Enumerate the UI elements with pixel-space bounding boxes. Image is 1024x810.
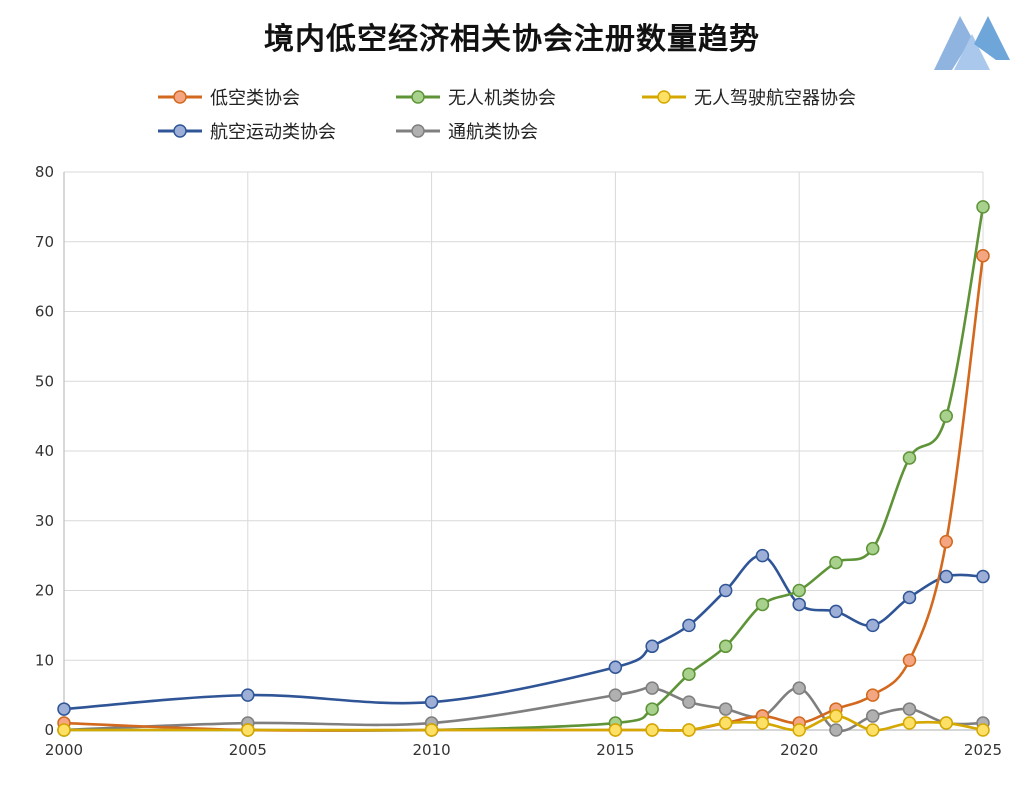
data-point-s1-2024 [939, 409, 953, 423]
legend-label-low-altitude: 低空类协会 [210, 88, 300, 109]
data-point-s3-2015 [608, 660, 623, 674]
data-point-s3-2016 [645, 639, 659, 654]
y-tick-label-70: 70 [35, 233, 54, 251]
x-tick-label-2000: 2000 [45, 741, 83, 759]
y-tick-label-30: 30 [35, 512, 54, 530]
data-point-s3-2024 [939, 569, 953, 584]
data-point-s3-2023 [902, 590, 917, 605]
x-tick-label-2005: 2005 [229, 741, 267, 759]
data-point-s4-2017 [682, 695, 696, 709]
data-point-s1-2022 [865, 541, 880, 556]
legend-swatch-drone [396, 90, 440, 104]
data-point-s2-2024 [939, 716, 953, 730]
legend-item-aviation-sports: 航空运动类协会 [158, 118, 336, 144]
y-tick-label-80: 80 [35, 163, 54, 181]
legend-swatch-uav [642, 90, 686, 104]
data-point-s3-2005 [241, 688, 255, 702]
legend-swatch-low-altitude [158, 90, 202, 104]
y-tick-label-10: 10 [35, 651, 54, 669]
data-point-s3-2019 [755, 548, 770, 563]
data-point-s1-2021 [829, 555, 843, 570]
x-tick-label-2020: 2020 [780, 741, 818, 759]
data-point-s2-2010 [424, 723, 439, 737]
legend-item-uav: 无人驾驶航空器协会 [642, 84, 856, 110]
data-point-s2-2015 [608, 723, 623, 737]
y-tick-label-40: 40 [35, 442, 54, 460]
data-point-s4-2023 [902, 702, 917, 716]
data-point-s2-2017 [682, 723, 696, 737]
data-point-s2-2022 [865, 723, 880, 737]
y-tick-label-0: 0 [44, 721, 54, 739]
legend-label-drone: 无人机类协会 [448, 88, 556, 109]
data-point-s0-2024 [939, 534, 953, 549]
data-point-s4-2021 [829, 723, 843, 737]
data-point-s4-2015 [608, 688, 623, 702]
data-point-s2-2000 [57, 723, 71, 737]
x-tick-label-2015: 2015 [596, 741, 634, 759]
data-point-s1-2020 [792, 583, 806, 598]
data-point-s3-2018 [718, 583, 733, 598]
data-point-s3-2017 [682, 618, 696, 633]
chart-title: 境内低空经济相关协会注册数量趋势 [264, 22, 760, 57]
data-point-s1-2025 [976, 200, 990, 214]
data-point-s4-2022 [865, 709, 880, 723]
data-point-s2-2019 [755, 716, 770, 730]
data-point-s1-2017 [682, 667, 696, 681]
y-tick-label-20: 20 [35, 582, 54, 600]
legend-label-aviation-sports: 航空运动类协会 [210, 122, 336, 143]
legend-item-drone: 无人机类协会 [396, 84, 556, 110]
data-point-s2-2016 [645, 723, 659, 737]
data-point-s3-2010 [424, 695, 439, 709]
brand-logo-icon [934, 16, 1010, 70]
legend-label-general-aviation: 通航类协会 [448, 122, 538, 143]
x-tick-label-2010: 2010 [413, 741, 451, 759]
data-point-s1-2016 [645, 702, 659, 716]
legend-item-low-altitude: 低空类协会 [158, 84, 300, 110]
data-point-s3-2025 [976, 569, 990, 584]
data-point-s4-2016 [645, 681, 659, 695]
chart-legend: 低空类协会 无人机类协会 无人驾驶航空器协会 航空运动类协会 通航类协会 [0, 0, 1024, 150]
data-point-s1-2023 [902, 451, 917, 465]
legend-swatch-general-aviation [396, 124, 440, 138]
data-point-s2-2021 [829, 709, 843, 723]
data-point-s3-2000 [57, 702, 71, 716]
data-point-s2-2005 [241, 723, 255, 737]
y-tick-label-50: 50 [35, 372, 54, 390]
data-point-s2-2023 [902, 716, 917, 730]
legend-item-general-aviation: 通航类协会 [396, 118, 538, 144]
series-line-0 [63, 255, 985, 732]
data-point-s2-2025 [976, 723, 990, 737]
y-tick-label-60: 60 [35, 303, 54, 321]
data-point-s3-2020 [792, 597, 806, 612]
data-point-s0-2025 [976, 248, 990, 263]
data-point-s3-2022 [865, 618, 880, 633]
data-point-s3-2021 [829, 604, 843, 619]
legend-label-uav: 无人驾驶航空器协会 [694, 88, 856, 109]
data-point-s2-2020 [792, 723, 806, 737]
x-tick-label-2025: 2025 [964, 741, 1002, 759]
data-point-s4-2018 [718, 702, 733, 716]
series-line-3 [63, 554, 984, 711]
series-line-2 [64, 714, 984, 732]
data-point-s1-2018 [718, 639, 733, 654]
legend-swatch-aviation-sports [158, 124, 202, 138]
data-point-s0-2022 [865, 688, 880, 702]
data-point-s4-2020 [792, 681, 806, 695]
data-point-s0-2023 [902, 653, 917, 667]
data-point-s2-2018 [718, 716, 733, 730]
series-line-1 [64, 206, 985, 732]
data-point-s1-2019 [755, 597, 770, 612]
series-line-4 [63, 686, 984, 733]
